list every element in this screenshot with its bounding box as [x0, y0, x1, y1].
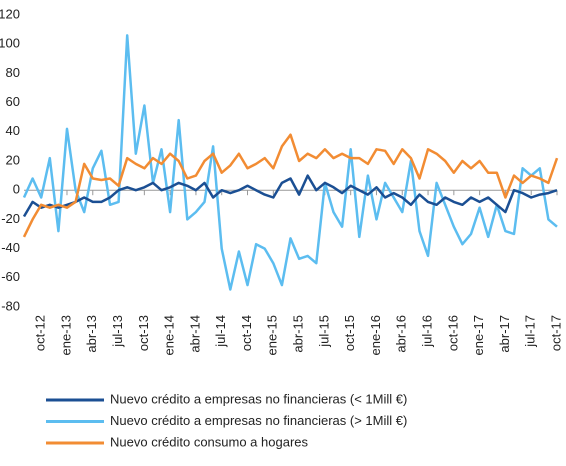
legend-label: Nuevo crédito a empresas no financieras …: [110, 413, 407, 428]
y-tick-label: -20: [1, 211, 20, 226]
x-tick-label: ene-17: [471, 315, 486, 355]
x-tick-label: oct-15: [342, 315, 357, 351]
x-tick-label: ene-14: [162, 315, 177, 355]
y-tick-label: -80: [1, 298, 20, 313]
legend-label: Nuevo crédito consumo a hogares: [110, 434, 309, 449]
x-tick-label: ene-16: [368, 315, 383, 355]
x-tick-label: jul-13: [110, 315, 125, 348]
y-tick-label: 120: [0, 6, 20, 21]
y-tick-label: 100: [0, 36, 20, 51]
series-line: [22, 133, 559, 238]
y-tick-label: -40: [1, 240, 20, 255]
x-tick-label: jul-16: [419, 315, 434, 348]
x-tick-label: abr-14: [187, 315, 202, 353]
x-tick-label: abr-15: [291, 315, 306, 353]
x-tick-label: oct-14: [239, 315, 254, 351]
legend-label: Nuevo crédito a empresas no financieras …: [110, 391, 407, 406]
x-tick-label: abr-13: [84, 315, 99, 353]
y-tick-label: 60: [6, 94, 20, 109]
y-tick-label: 80: [6, 65, 20, 80]
series-line: [22, 174, 558, 218]
x-tick-label: abr-16: [394, 315, 409, 353]
x-tick-label: oct-17: [548, 315, 563, 351]
series-line: [22, 34, 558, 291]
y-tick-label: 20: [6, 152, 20, 167]
y-tick-label: 0: [13, 182, 20, 197]
x-tick-label: jul-17: [523, 315, 538, 348]
y-tick-label: 40: [6, 123, 20, 138]
x-tick-label: ene-15: [265, 315, 280, 355]
x-tick-label: oct-16: [445, 315, 460, 351]
x-tick-label: oct-13: [136, 315, 151, 351]
x-tick-label: jul-14: [213, 315, 228, 348]
x-tick-label: jul-15: [316, 315, 331, 348]
y-tick-label: -60: [1, 269, 20, 284]
x-tick-label: abr-17: [497, 315, 512, 353]
x-tick-label: oct-12: [33, 315, 48, 351]
x-tick-label: ene-13: [58, 315, 73, 355]
